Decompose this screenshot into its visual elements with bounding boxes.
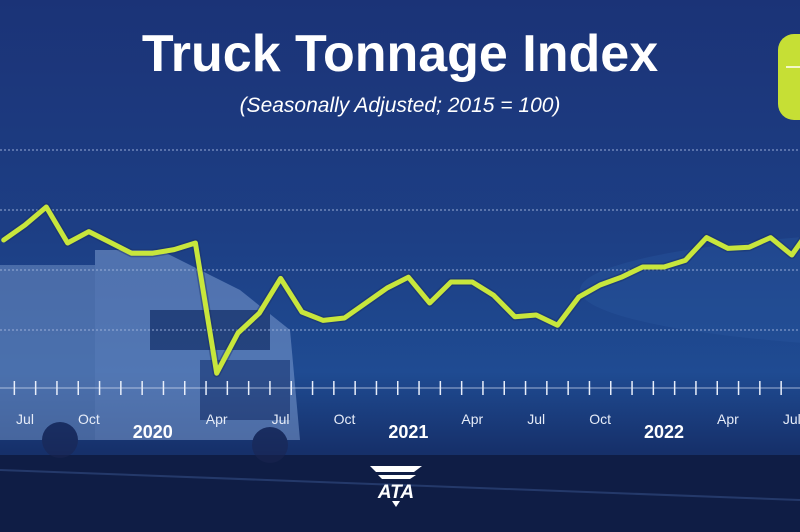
month-label: Oct [78, 411, 100, 427]
month-label: Jul [527, 411, 545, 427]
month-label: Jul [16, 411, 34, 427]
month-label: Apr [206, 411, 228, 427]
legend-badge [778, 34, 800, 120]
month-label: Jul [272, 411, 290, 427]
ata-logo-mark: ATA [370, 466, 422, 507]
svg-text:ATA: ATA [377, 482, 414, 503]
chart-title: Truck Tonnage Index [141, 25, 659, 83]
cloud-shape [580, 237, 800, 343]
month-label: Apr [717, 411, 739, 427]
badge-line [786, 66, 800, 68]
month-label: Oct [334, 411, 356, 427]
year-label: 2021 [388, 422, 428, 442]
chart-subtitle: (Seasonally Adjusted; 2015 = 100) [239, 94, 561, 117]
month-label: Oct [589, 411, 611, 427]
month-label: Apr [461, 411, 483, 427]
road-line [0, 469, 800, 501]
year-label: 2020 [133, 422, 173, 442]
year-label: 2022 [644, 422, 684, 442]
month-label: Jul [783, 411, 800, 427]
